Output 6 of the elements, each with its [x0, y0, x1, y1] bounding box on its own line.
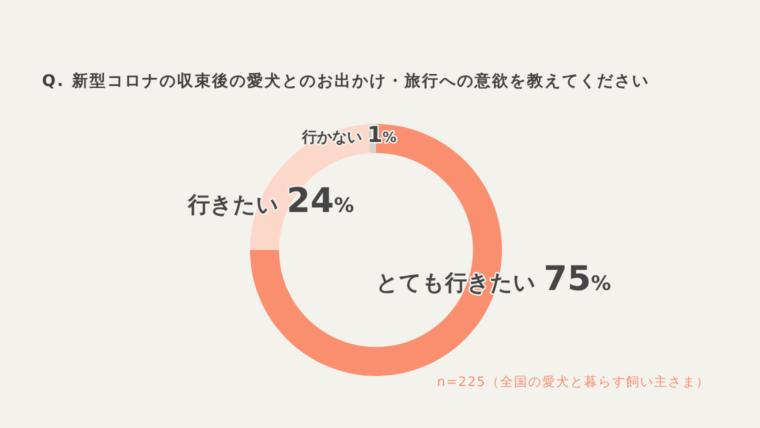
slice-label: 行きたい: [187, 193, 287, 218]
text: n=225（全国の愛犬と暮らす飼い主さま）: [437, 374, 710, 390]
slice-label: 行かない: [301, 128, 368, 146]
data-label: 24%: [286, 181, 354, 221]
data-label: 75%: [544, 259, 612, 299]
chart-title: Q. 新型コロナの収束後の愛犬とのお出かけ・旅行への意欲を教えてください: [42, 71, 650, 90]
